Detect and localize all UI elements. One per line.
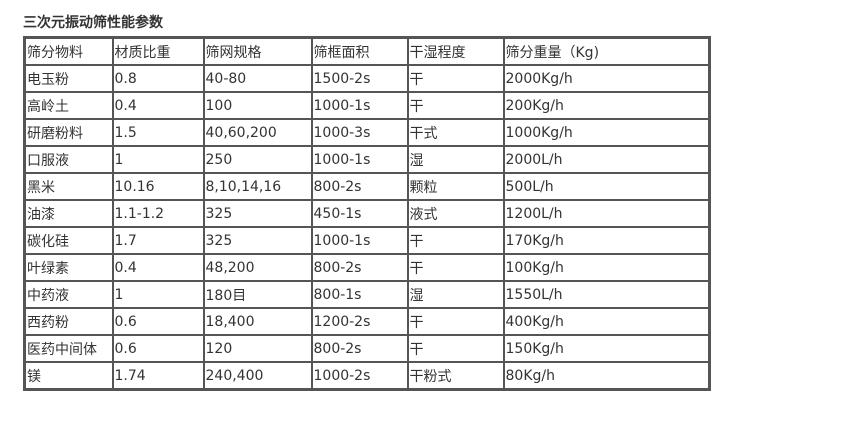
table-cell: 180目	[202, 280, 313, 309]
table-cell: 西药粉	[23, 307, 114, 336]
table-cell: 1000Kg/h	[502, 118, 711, 147]
table-cell: 电玉粉	[23, 64, 114, 93]
table-cell: 1000-1s	[310, 145, 409, 174]
table-row: 碳化硅 1.7 325 1000-1s 干 170Kg/h	[23, 226, 711, 255]
table-cell: 800-2s	[310, 253, 409, 282]
table-cell: 1200-2s	[310, 307, 409, 336]
table-cell: 1200L/h	[502, 199, 711, 228]
table-cell: 450-1s	[310, 199, 409, 228]
column-header: 筛分物料	[23, 36, 114, 66]
table-cell: 镁	[23, 361, 114, 391]
table-cell: 1000-1s	[310, 91, 409, 120]
table-cell: 中药液	[23, 280, 114, 309]
table-cell: 叶绿素	[23, 253, 114, 282]
table-cell: 医药中间体	[23, 334, 114, 363]
table-cell: 40,60,200	[202, 118, 313, 147]
table-cell: 碳化硅	[23, 226, 114, 255]
page-title: 三次元振动筛性能参数	[23, 15, 163, 31]
table-row: 镁 1.74 240,400 1000-2s 干粉式 80Kg/h	[23, 361, 711, 391]
table-cell: 湿	[406, 145, 505, 174]
table-cell: 湿	[406, 280, 505, 309]
table-cell: 250	[202, 145, 313, 174]
column-header: 干湿程度	[406, 36, 505, 66]
table-row: 油漆 1.1-1.2 325 450-1s 液式 1200L/h	[23, 199, 711, 228]
header-row: 筛分物料 材质比重 筛网规格 筛框面积 干湿程度 筛分重量（Kg)	[23, 36, 711, 66]
table-row: 叶绿素 0.4 48,200 800-2s 干 100Kg/h	[23, 253, 711, 282]
table-cell: 干粉式	[406, 361, 505, 391]
table-cell: 干	[406, 226, 505, 255]
table-cell: 800-2s	[310, 172, 409, 201]
table-cell: 2000L/h	[502, 145, 711, 174]
table-cell: 8,10,14,16	[202, 172, 313, 201]
table-cell: 200Kg/h	[502, 91, 711, 120]
table-cell: 油漆	[23, 199, 114, 228]
table-cell: 1.5	[111, 118, 205, 147]
table-cell: 240,400	[202, 361, 313, 391]
table-cell: 0.8	[111, 64, 205, 93]
table-cell: 500L/h	[502, 172, 711, 201]
column-header: 筛框面积	[310, 36, 409, 66]
table-row: 黑米 10.16 8,10,14,16 800-2s 颗粒 500L/h	[23, 172, 711, 201]
column-header: 筛网规格	[202, 36, 313, 66]
table-cell: 1.7	[111, 226, 205, 255]
table-cell: 0.4	[111, 91, 205, 120]
table-cell: 2000Kg/h	[502, 64, 711, 93]
table-row: 西药粉 0.6 18,400 1200-2s 干 400Kg/h	[23, 307, 711, 336]
table-cell: 0.6	[111, 307, 205, 336]
table-cell: 1	[111, 145, 205, 174]
table-cell: 颗粒	[406, 172, 505, 201]
table-cell: 100Kg/h	[502, 253, 711, 282]
table-cell: 干	[406, 64, 505, 93]
table-cell: 研磨粉料	[23, 118, 114, 147]
table-cell: 1000-2s	[310, 361, 409, 391]
table-cell: 黑米	[23, 172, 114, 201]
table-cell: 1000-1s	[310, 226, 409, 255]
table-cell: 1.74	[111, 361, 205, 391]
table-cell: 口服液	[23, 145, 114, 174]
table-cell: 150Kg/h	[502, 334, 711, 363]
table-cell: 400Kg/h	[502, 307, 711, 336]
table-cell: 干	[406, 253, 505, 282]
table-cell: 干式	[406, 118, 505, 147]
table-cell: 800-2s	[310, 334, 409, 363]
table-cell: 1.1-1.2	[111, 199, 205, 228]
column-header: 材质比重	[111, 36, 205, 66]
table-row: 高岭土 0.4 100 1000-1s 干 200Kg/h	[23, 91, 711, 120]
table-cell: 325	[202, 199, 313, 228]
column-header: 筛分重量（Kg)	[502, 36, 711, 66]
table-row: 电玉粉 0.8 40-80 1500-2s 干 2000Kg/h	[23, 64, 711, 93]
table-cell: 干	[406, 91, 505, 120]
table-cell: 80Kg/h	[502, 361, 711, 391]
parameters-table: 筛分物料 材质比重 筛网规格 筛框面积 干湿程度 筛分重量（Kg) 电玉粉 0.8 40-80 1…	[23, 36, 711, 391]
table-row: 医药中间体 0.6 120 800-2s 干 150Kg/h	[23, 334, 711, 363]
table-row: 中药液 1 180目 800-1s 湿 1550L/h	[23, 280, 711, 309]
table-cell: 1500-2s	[310, 64, 409, 93]
table-cell: 325	[202, 226, 313, 255]
table-cell: 100	[202, 91, 313, 120]
table-cell: 干	[406, 307, 505, 336]
table-cell: 10.16	[111, 172, 205, 201]
table-cell: 1	[111, 280, 205, 309]
table-cell: 干	[406, 334, 505, 363]
table-cell: 800-1s	[310, 280, 409, 309]
table-row: 口服液 1 250 1000-1s 湿 2000L/h	[23, 145, 711, 174]
table-cell: 18,400	[202, 307, 313, 336]
table-cell: 0.6	[111, 334, 205, 363]
table-cell: 液式	[406, 199, 505, 228]
table-row: 研磨粉料 1.5 40,60,200 1000-3s 干式 1000Kg/h	[23, 118, 711, 147]
table-cell: 1550L/h	[502, 280, 711, 309]
table-cell: 1000-3s	[310, 118, 409, 147]
table-cell: 48,200	[202, 253, 313, 282]
table-cell: 120	[202, 334, 313, 363]
table-cell: 高岭土	[23, 91, 114, 120]
table-cell: 170Kg/h	[502, 226, 711, 255]
table-cell: 0.4	[111, 253, 205, 282]
table-cell: 40-80	[202, 64, 313, 93]
